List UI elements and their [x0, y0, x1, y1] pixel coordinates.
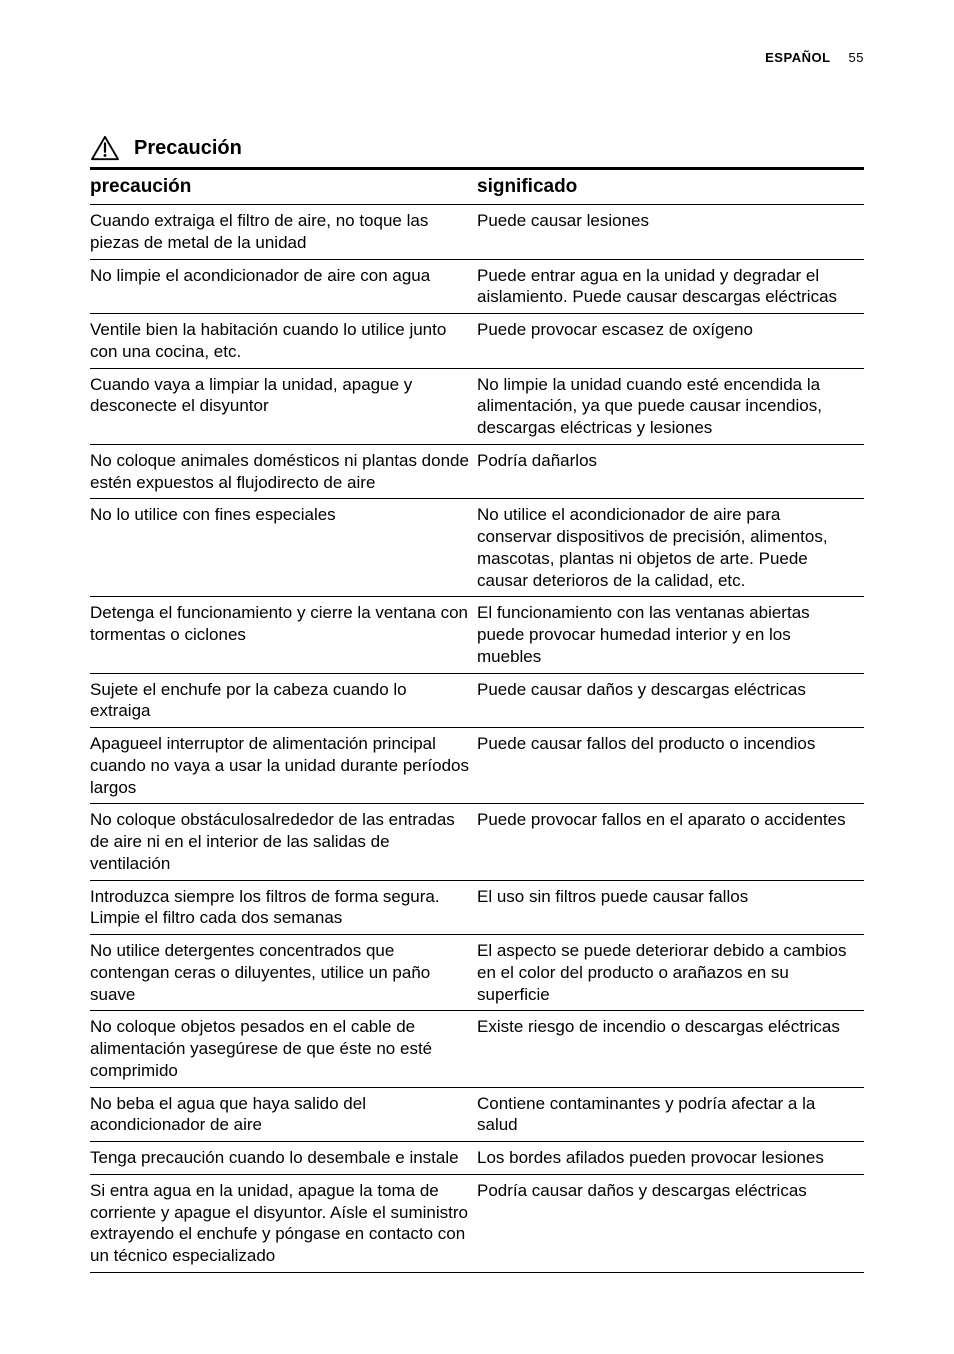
cell-significado: Existe riesgo de incendio o descargas el…	[477, 1011, 864, 1087]
table-row: Tenga precaución cuando lo desembale e i…	[90, 1142, 864, 1175]
section-heading-row: Precaución	[90, 135, 864, 161]
cell-significado: No utilice el acondicionador de aire par…	[477, 499, 864, 597]
table-row: Cuando extraiga el filtro de aire, no to…	[90, 205, 864, 260]
page-header: ESPAÑOL 55	[90, 50, 864, 65]
cell-significado: El funcionamiento con las ventanas abier…	[477, 597, 864, 673]
cell-precaucion: Si entra agua en la unidad, apague la to…	[90, 1174, 477, 1272]
document-page: ESPAÑOL 55 Precaución precaución signific…	[0, 0, 954, 1333]
table-row: No coloque animales domésticos ni planta…	[90, 444, 864, 499]
header-page-number: 55	[849, 50, 864, 65]
cell-significado: Podría causar daños y descargas eléctric…	[477, 1174, 864, 1272]
cell-precaucion: No utilice detergentes concentrados que …	[90, 935, 477, 1011]
cell-significado: Puede causar daños y descargas eléctrica…	[477, 673, 864, 728]
cell-significado: No limpie la unidad cuando esté encendid…	[477, 368, 864, 444]
cell-significado: Contiene contaminantes y podría afectar …	[477, 1087, 864, 1142]
column-header-significado: significado	[477, 169, 864, 205]
column-header-precaucion: precaución	[90, 169, 477, 205]
header-language: ESPAÑOL	[765, 50, 830, 65]
table-head: precaución significado	[90, 169, 864, 205]
table-row: Detenga el funcionamiento y cierre la ve…	[90, 597, 864, 673]
warning-triangle-icon	[90, 135, 120, 161]
table-row: Ventile bien la habitación cuando lo uti…	[90, 314, 864, 369]
table-row: Sujete el enchufe por la cabeza cuando l…	[90, 673, 864, 728]
cell-precaucion: Cuando extraiga el filtro de aire, no to…	[90, 205, 477, 260]
table-row: Cuando vaya a limpiar la unidad, apague …	[90, 368, 864, 444]
cell-precaucion: Sujete el enchufe por la cabeza cuando l…	[90, 673, 477, 728]
cell-significado: El uso sin filtros puede causar fallos	[477, 880, 864, 935]
cell-significado: Los bordes afilados pueden provocar lesi…	[477, 1142, 864, 1175]
cell-precaucion: Ventile bien la habitación cuando lo uti…	[90, 314, 477, 369]
table-body: Cuando extraiga el filtro de aire, no to…	[90, 205, 864, 1273]
table-row: No coloque objetos pesados en el cable d…	[90, 1011, 864, 1087]
cell-precaucion: Cuando vaya a limpiar la unidad, apague …	[90, 368, 477, 444]
cell-precaucion: Apagueel interruptor de alimentación pri…	[90, 728, 477, 804]
precaution-table: precaución significado Cuando extraiga e…	[90, 167, 864, 1273]
cell-precaucion: Introduzca siempre los filtros de forma …	[90, 880, 477, 935]
cell-precaucion: No coloque objetos pesados en el cable d…	[90, 1011, 477, 1087]
cell-significado: Puede provocar escasez de oxígeno	[477, 314, 864, 369]
table-row: No lo utilice con fines especialesNo uti…	[90, 499, 864, 597]
table-row: No beba el agua que haya salido del acon…	[90, 1087, 864, 1142]
cell-significado: Puede provocar fallos en el aparato o ac…	[477, 804, 864, 880]
cell-precaucion: No beba el agua que haya salido del acon…	[90, 1087, 477, 1142]
section-title: Precaución	[134, 137, 242, 160]
cell-significado: Puede causar fallos del producto o incen…	[477, 728, 864, 804]
cell-significado: Podría dañarlos	[477, 444, 864, 499]
cell-significado: Puede causar lesiones	[477, 205, 864, 260]
cell-precaucion: No coloque animales domésticos ni planta…	[90, 444, 477, 499]
table-row: Apagueel interruptor de alimentación pri…	[90, 728, 864, 804]
table-row: No limpie el acondicionador de aire con …	[90, 259, 864, 314]
cell-precaucion: Detenga el funcionamiento y cierre la ve…	[90, 597, 477, 673]
cell-precaucion: No coloque obstáculosalrededor de las en…	[90, 804, 477, 880]
table-row: No utilice detergentes concentrados que …	[90, 935, 864, 1011]
cell-significado: Puede entrar agua en la unidad y degrada…	[477, 259, 864, 314]
cell-precaucion: No lo utilice con fines especiales	[90, 499, 477, 597]
table-row: Introduzca siempre los filtros de forma …	[90, 880, 864, 935]
cell-precaucion: Tenga precaución cuando lo desembale e i…	[90, 1142, 477, 1175]
table-row: No coloque obstáculosalrededor de las en…	[90, 804, 864, 880]
cell-precaucion: No limpie el acondicionador de aire con …	[90, 259, 477, 314]
table-row: Si entra agua en la unidad, apague la to…	[90, 1174, 864, 1272]
cell-significado: El aspecto se puede deteriorar debido a …	[477, 935, 864, 1011]
